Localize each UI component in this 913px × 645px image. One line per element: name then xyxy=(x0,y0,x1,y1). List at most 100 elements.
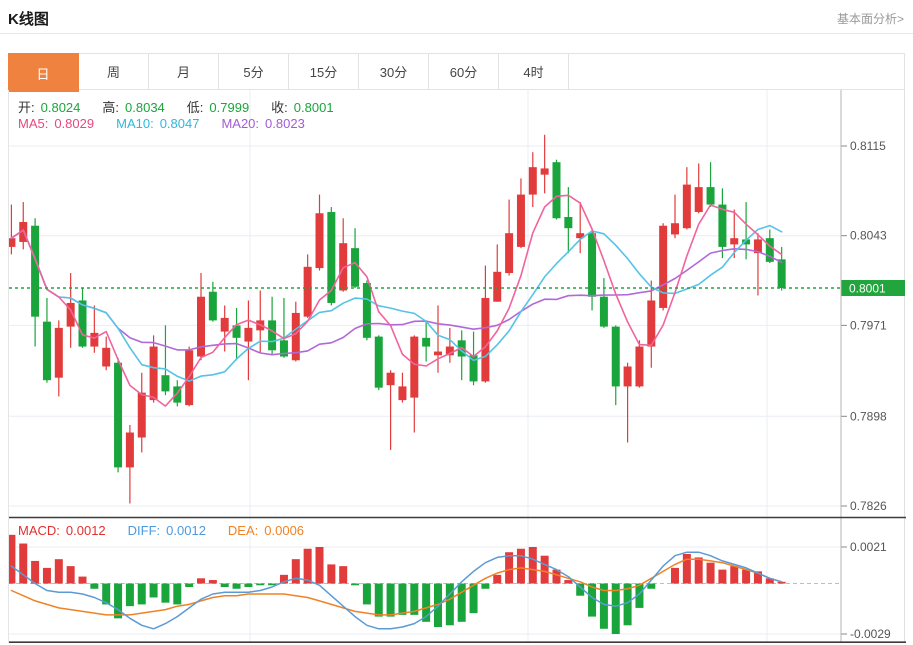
kline-chart-canvas[interactable]: 0.8115 0.8043 0.7971 0.7898 0.7826 0.0021 -0.0… xyxy=(9,90,906,643)
ohlc-legend: 开: 0.8024 高: 0.8034 低: 0.7999 收: 0.8001 xyxy=(18,97,356,116)
candle-body xyxy=(102,347,111,367)
period-tabbar: 日周月 5分 15分 30分 60分 4时 xyxy=(8,53,905,92)
macd-histogram-bar xyxy=(327,564,336,584)
macd-histogram-bar xyxy=(623,583,632,626)
price-tick-label: 0.7971 xyxy=(850,318,887,332)
macd-histogram-bar xyxy=(599,583,608,629)
macd-histogram-bar xyxy=(279,574,288,584)
ma-legend-item: MA10: 0.8047 xyxy=(116,116,200,131)
fundamental-analysis-link[interactable]: 基本面分析> xyxy=(836,12,904,26)
macd-histogram-bar xyxy=(706,562,715,584)
macd-histogram-bar xyxy=(114,583,123,619)
macd-histogram-bar xyxy=(457,583,466,622)
macd-legend-item: DIFF: 0.0012 xyxy=(127,523,206,538)
macd-histogram-bar xyxy=(753,571,762,584)
macd-histogram-bar xyxy=(730,566,739,584)
candle-body xyxy=(540,168,549,175)
candle-body xyxy=(576,233,585,239)
macd-histogram-bar xyxy=(339,566,348,584)
candle-body xyxy=(398,386,407,401)
title-divider xyxy=(0,33,913,34)
candle-body xyxy=(635,346,644,387)
ma20-line xyxy=(10,229,783,356)
candle-body xyxy=(78,300,87,347)
macd-tick-label: -0.0029 xyxy=(850,627,891,641)
candle-body xyxy=(315,213,324,269)
ma-legend: MA5: 0.8029 MA10: 0.8047 MA20: 0.8023 xyxy=(18,116,327,131)
candle-body xyxy=(706,187,715,205)
candle-body xyxy=(505,233,514,274)
macd-histogram-bar xyxy=(398,583,407,615)
macd-histogram-bar xyxy=(351,583,360,586)
macd-histogram-bar xyxy=(611,583,620,634)
candle-body xyxy=(777,259,786,289)
candle-body xyxy=(244,327,253,342)
macd-histogram-bar xyxy=(208,580,217,584)
ma-legend-item: MA20: 0.8023 xyxy=(221,116,305,131)
candle-body xyxy=(682,184,691,229)
candle-body xyxy=(765,238,774,262)
candle-body xyxy=(232,325,241,338)
candle-body xyxy=(742,239,751,245)
candle-body xyxy=(351,248,360,287)
candle-body xyxy=(173,386,182,403)
macd-histogram-bar xyxy=(137,583,146,605)
tab-4hour[interactable]: 4时 xyxy=(499,54,569,89)
macd-histogram-bar xyxy=(671,567,679,584)
candle-body xyxy=(291,312,300,361)
macd-histogram-bar xyxy=(647,583,656,589)
candle-body xyxy=(327,212,336,303)
macd-histogram-bar xyxy=(481,583,490,589)
macd-histogram-bar xyxy=(528,547,537,584)
tab-week[interactable]: 周 xyxy=(79,54,149,89)
macd-histogram-bar xyxy=(386,583,395,617)
macd-histogram-bar xyxy=(765,578,774,584)
macd-histogram-bar xyxy=(185,583,194,588)
page-title: K线图 xyxy=(8,11,49,28)
candle-body xyxy=(623,366,632,387)
macd-histogram-bar xyxy=(197,578,205,584)
tab-month[interactable]: 月 xyxy=(149,54,219,89)
candle-body xyxy=(125,432,134,468)
price-tick-label: 0.7898 xyxy=(850,409,887,423)
macd-histogram-bar xyxy=(161,583,170,603)
macd-histogram-bar xyxy=(244,583,253,588)
price-tick-label: 0.8115 xyxy=(850,139,886,153)
candle-body xyxy=(339,243,348,291)
candle-body xyxy=(659,225,668,308)
macd-histogram-bar xyxy=(90,583,99,589)
candle-body xyxy=(481,297,490,382)
candle-body xyxy=(114,362,123,468)
candle-body xyxy=(66,302,75,327)
ma5-line xyxy=(10,194,783,407)
candle-body xyxy=(31,225,40,317)
tab-day[interactable]: 日 xyxy=(8,53,79,92)
current-price-badge-label: 0.8001 xyxy=(849,282,886,296)
current-price-badge xyxy=(841,280,905,297)
candle-body xyxy=(599,296,608,327)
candle-body xyxy=(137,392,146,438)
candle-body xyxy=(268,320,277,351)
tab-30min[interactable]: 30分 xyxy=(359,54,429,89)
candle-body xyxy=(434,351,442,356)
macd-histogram-bar xyxy=(125,583,134,607)
tab-15min[interactable]: 15分 xyxy=(289,54,359,89)
macd-histogram-bar xyxy=(268,583,277,586)
macd-histogram-bar xyxy=(493,574,502,584)
macd-legend-item: DEA: 0.0006 xyxy=(227,523,305,538)
macd-histogram-bar xyxy=(374,583,383,617)
macd-histogram-bar xyxy=(635,583,644,608)
tab-60min[interactable]: 60分 xyxy=(429,54,499,89)
ohlc-legend-item: 开: 0.8024 xyxy=(18,100,81,115)
macd-histogram-bar xyxy=(742,569,751,584)
candle-body xyxy=(410,336,419,398)
macd-histogram-bar xyxy=(54,559,63,584)
macd-histogram-bar xyxy=(102,583,111,605)
macd-histogram-bar xyxy=(540,555,549,584)
candle-body xyxy=(445,346,454,356)
tab-5min[interactable]: 5分 xyxy=(219,54,289,89)
candle-body xyxy=(552,162,561,219)
macd-histogram-bar xyxy=(682,553,691,584)
price-tick-label: 0.7826 xyxy=(850,499,887,513)
